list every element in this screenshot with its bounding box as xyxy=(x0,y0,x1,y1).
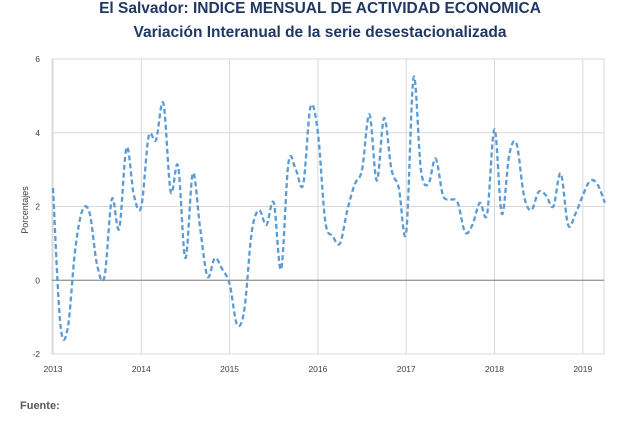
y-tick-label: 2 xyxy=(35,202,40,212)
data-point xyxy=(442,194,445,197)
data-point xyxy=(147,135,150,138)
x-tick-label: 2015 xyxy=(220,364,239,374)
data-point xyxy=(110,198,113,201)
data-point xyxy=(456,201,459,204)
data-point xyxy=(287,161,290,164)
data-point xyxy=(397,187,400,190)
data-point xyxy=(118,227,121,230)
data-point xyxy=(368,113,371,116)
data-point xyxy=(449,198,452,201)
x-tick-label: 2014 xyxy=(132,364,151,374)
data-point xyxy=(52,187,55,190)
data-point xyxy=(419,168,422,171)
data-point xyxy=(361,168,364,171)
data-point xyxy=(155,139,158,142)
data-point xyxy=(346,209,349,212)
y-tick-label: 4 xyxy=(35,128,40,138)
y-tick-label: -2 xyxy=(32,349,40,359)
data-point xyxy=(103,275,106,278)
data-point xyxy=(559,172,562,175)
data-point xyxy=(272,201,275,204)
data-point xyxy=(486,212,489,215)
data-point xyxy=(434,157,437,160)
x-tick-label: 2013 xyxy=(44,364,63,374)
data-point xyxy=(236,323,239,326)
data-point xyxy=(375,179,378,182)
x-tick-label: 2017 xyxy=(397,364,416,374)
x-axis-ticks: 2013 2014 2015 2016 2017 2018 2019 xyxy=(44,364,593,374)
data-point xyxy=(74,249,77,252)
data-point xyxy=(177,164,180,167)
data-point xyxy=(125,146,128,149)
data-point xyxy=(59,323,62,326)
data-point xyxy=(213,257,216,260)
data-point xyxy=(493,128,496,131)
source-footer: Fuente: xyxy=(20,400,60,412)
chart-subtitle: Variación Interanual de la serie desesta… xyxy=(133,24,507,41)
data-point xyxy=(294,168,297,171)
data-point xyxy=(500,212,503,215)
data-point xyxy=(265,223,268,226)
y-axis-ticks: -2 0 2 4 6 xyxy=(32,54,40,359)
data-point xyxy=(199,227,202,230)
data-point xyxy=(302,183,305,186)
data-point xyxy=(324,220,327,223)
data-point xyxy=(581,194,584,197)
data-point xyxy=(412,76,415,79)
data-point xyxy=(537,190,540,193)
data-point xyxy=(221,268,224,271)
data-point xyxy=(589,179,592,182)
data-point xyxy=(81,209,84,212)
data-point xyxy=(574,212,577,215)
data-point xyxy=(390,168,393,171)
data-point xyxy=(66,327,69,330)
data-points xyxy=(52,76,607,330)
data-point xyxy=(206,275,209,278)
data-point xyxy=(316,131,319,134)
data-point xyxy=(140,205,143,208)
data-point xyxy=(184,257,187,260)
chart-title: El Salvador: INDICE MENSUAL DE ACTIVIDAD… xyxy=(99,0,541,17)
data-point xyxy=(250,231,253,234)
data-point xyxy=(567,223,570,226)
data-point xyxy=(603,201,606,204)
data-point xyxy=(552,205,555,208)
data-point xyxy=(243,308,246,311)
data-point xyxy=(331,235,334,238)
data-point xyxy=(132,194,135,197)
data-point xyxy=(427,183,430,186)
data-point xyxy=(169,190,172,193)
x-tick-label: 2018 xyxy=(485,364,504,374)
gridlines xyxy=(51,58,605,355)
data-point xyxy=(339,242,342,245)
data-point xyxy=(478,201,481,204)
y-tick-label: 6 xyxy=(35,54,40,64)
data-point xyxy=(464,231,467,234)
data-point xyxy=(353,183,356,186)
data-point xyxy=(522,194,525,197)
data-point xyxy=(515,142,518,145)
series-line xyxy=(51,75,606,341)
data-point xyxy=(280,268,283,271)
data-point xyxy=(383,117,386,120)
data-point xyxy=(162,102,165,105)
data-point xyxy=(228,282,231,285)
data-point xyxy=(508,153,511,156)
data-point xyxy=(88,212,91,215)
data-point xyxy=(471,223,474,226)
x-tick-label: 2016 xyxy=(308,364,327,374)
y-axis-label: Porcentajes xyxy=(20,186,30,234)
x-tick-label: 2019 xyxy=(573,364,592,374)
data-point xyxy=(405,231,408,234)
data-point xyxy=(191,172,194,175)
data-point xyxy=(596,183,599,186)
data-point xyxy=(96,264,99,267)
y-tick-label: 0 xyxy=(35,275,40,285)
data-point xyxy=(258,209,261,212)
data-point xyxy=(545,194,548,197)
data-point xyxy=(309,105,312,108)
data-point xyxy=(530,209,533,212)
